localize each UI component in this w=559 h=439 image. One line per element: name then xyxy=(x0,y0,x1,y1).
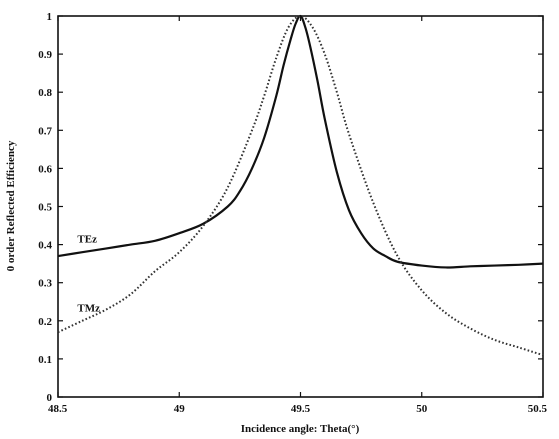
x-tick-label: 48.5 xyxy=(48,403,68,415)
series-line-tez xyxy=(57,14,544,269)
series-label-tmz: TMz xyxy=(77,302,100,314)
y-tick-label: 0.3 xyxy=(38,278,52,290)
y-tick-label: 0.2 xyxy=(38,316,52,328)
y-tick-label: 1 xyxy=(47,11,53,23)
y-tick-label: 0.9 xyxy=(38,49,52,61)
y-axis-label: 0 order Reflected Efficiency xyxy=(5,140,17,271)
series-layer xyxy=(57,14,544,357)
series-labels: TEz TMz xyxy=(77,234,100,315)
y-tick-label: 0.6 xyxy=(38,163,52,175)
plot-frame xyxy=(57,15,544,398)
y-tick-label: 0.7 xyxy=(38,125,52,137)
x-axis-label: Incidence angle: Theta(°) xyxy=(241,423,360,435)
y-tick-label: 0.1 xyxy=(38,354,52,366)
y-tick-label: 0 xyxy=(47,392,53,404)
series-label-tez: TEz xyxy=(77,234,97,246)
x-tick-label: 49.5 xyxy=(291,403,311,415)
y-tick-label: 0.5 xyxy=(38,202,52,214)
x-tick-label: 50 xyxy=(416,403,428,415)
series-line-tmz xyxy=(57,15,544,357)
y-tick-label: 0.4 xyxy=(38,240,52,252)
y-tick-label: 0.8 xyxy=(38,87,52,99)
x-tick-label: 50.5 xyxy=(528,403,548,415)
x-tick-label: 49 xyxy=(174,403,186,415)
ticks: 0 0.1 0.2 0.3 0.4 0.5 0.6 0.7 0.8 0.9 1 48.5 49 49.5 5… xyxy=(38,11,547,415)
